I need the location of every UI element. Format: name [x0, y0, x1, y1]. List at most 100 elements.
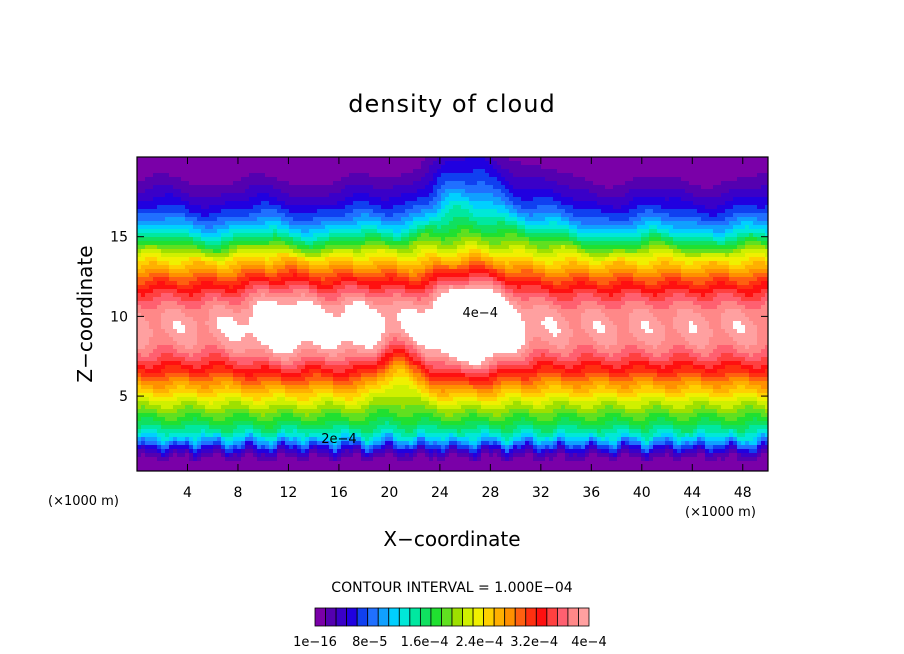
field-cell [145, 253, 149, 257]
field-cell [281, 221, 285, 225]
field-cell [381, 181, 385, 185]
field-cell [409, 277, 413, 281]
field-cell [277, 157, 281, 161]
field-cell [253, 245, 257, 249]
field-cell [633, 277, 637, 281]
field-cell [625, 257, 629, 261]
field-cell [421, 273, 425, 277]
field-cell [489, 185, 493, 189]
field-cell [745, 225, 749, 229]
field-cell [453, 233, 457, 237]
field-cell [565, 269, 569, 273]
field-cell [637, 185, 641, 189]
field-cell [281, 261, 285, 265]
field-cell [713, 253, 717, 257]
field-cell [677, 189, 681, 193]
field-cell [321, 217, 325, 221]
field-cell [333, 257, 337, 261]
field-cell [653, 221, 657, 225]
field-cell [389, 165, 393, 169]
field-cell [469, 205, 473, 209]
field-cell [741, 229, 745, 233]
field-cell [225, 169, 229, 173]
field-cell [469, 245, 473, 249]
field-cell [609, 165, 613, 169]
field-cell [429, 273, 433, 277]
field-cell [265, 173, 269, 177]
field-cell [173, 221, 177, 225]
field-cell [713, 185, 717, 189]
field-cell [489, 229, 493, 233]
field-cell [577, 241, 581, 245]
field-cell [729, 157, 733, 161]
field-cell [725, 237, 729, 241]
field-cell [649, 221, 653, 225]
field-cell [261, 165, 265, 169]
field-cell [633, 265, 637, 269]
field-cell [761, 229, 765, 233]
field-cell [697, 185, 701, 189]
field-cell [533, 161, 537, 165]
field-cell [757, 257, 761, 261]
field-cell [269, 253, 273, 257]
field-cell [369, 169, 373, 173]
field-cell [385, 237, 389, 241]
field-cell [557, 237, 561, 241]
field-cell [169, 245, 173, 249]
field-cell [297, 177, 301, 181]
field-cell [693, 205, 697, 209]
field-cell [701, 265, 705, 269]
field-cell [345, 181, 349, 185]
field-cell [673, 217, 677, 221]
field-cell [525, 253, 529, 257]
field-cell [297, 233, 301, 237]
field-cell [281, 181, 285, 185]
field-cell [413, 225, 417, 229]
field-cell [261, 213, 265, 217]
field-cell [641, 173, 645, 177]
field-cell [665, 213, 669, 217]
field-cell [261, 157, 265, 161]
field-cell [305, 205, 309, 209]
field-cell [445, 181, 449, 185]
field-cell [697, 205, 701, 209]
field-cell [157, 221, 161, 225]
field-cell [365, 229, 369, 233]
field-cell [313, 197, 317, 201]
field-cell [345, 265, 349, 269]
field-cell [329, 221, 333, 225]
field-cell [445, 269, 449, 273]
field-cell [429, 177, 433, 181]
field-cell [137, 265, 141, 269]
field-cell [549, 173, 553, 177]
field-cell [181, 225, 185, 229]
field-cell [697, 225, 701, 229]
field-cell [525, 165, 529, 169]
field-cell [285, 265, 289, 269]
field-cell [765, 201, 768, 205]
field-cell [169, 209, 173, 213]
field-cell [577, 265, 581, 269]
field-cell [225, 273, 229, 277]
field-cell [509, 277, 513, 281]
field-cell [629, 237, 633, 241]
field-cell [433, 165, 437, 169]
field-cell [717, 253, 721, 257]
field-cell [733, 257, 737, 261]
field-cell [377, 221, 381, 225]
field-cell [337, 209, 341, 213]
field-cell [517, 177, 521, 181]
field-cell [645, 181, 649, 185]
field-cell [717, 277, 721, 281]
field-cell [721, 189, 725, 193]
field-cell [493, 169, 497, 173]
field-cell [353, 269, 357, 273]
field-cell [597, 241, 601, 245]
field-cell [337, 281, 341, 285]
field-cell [269, 173, 273, 177]
field-cell [309, 245, 313, 249]
field-cell [661, 265, 665, 269]
field-cell [613, 225, 617, 229]
field-cell [713, 225, 717, 229]
field-cell [189, 237, 193, 241]
